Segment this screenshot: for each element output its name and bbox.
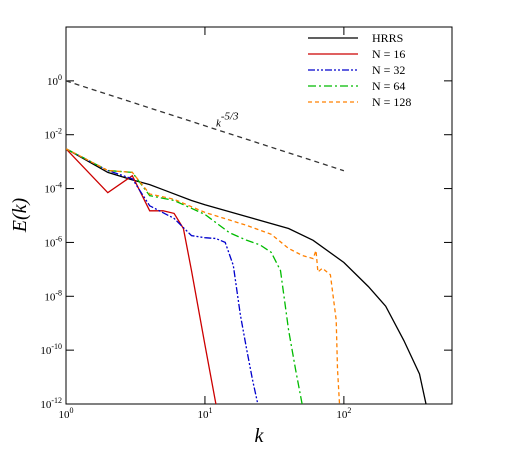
x-tick-label: 101 <box>197 406 212 421</box>
y-tick-label-base: 10 <box>40 345 52 357</box>
x-tick-label-exp: 2 <box>347 406 351 415</box>
y-tick-label-base: 10 <box>47 76 59 88</box>
y-tick-label-exp: -10 <box>51 342 62 351</box>
series-line <box>66 148 303 404</box>
series-line <box>66 148 341 404</box>
legend-text: N = 64 <box>372 79 405 93</box>
legend-text: N = 32 <box>372 63 405 77</box>
reference-label-exp: -5/3 <box>221 111 239 123</box>
y-tick-label-base: 10 <box>44 130 56 142</box>
series-line <box>66 148 217 404</box>
plot-frame <box>65 26 453 405</box>
y-tick-label: 10-4 <box>44 181 62 196</box>
y-tick-label-exp: 0 <box>58 73 62 82</box>
y-tick-label-base: 10 <box>40 399 52 411</box>
y-tick-label: 10-12 <box>40 396 62 411</box>
y-tick-label: 10-8 <box>44 288 62 303</box>
y-axis-title: E(k) <box>9 197 31 233</box>
series-line <box>66 148 259 404</box>
y-tick-label-exp: -8 <box>55 288 62 297</box>
y-tick-label-exp: -12 <box>51 396 62 405</box>
y-tick-label: 10-10 <box>40 342 62 357</box>
reference-line <box>65 80 345 172</box>
plot-area <box>66 148 427 404</box>
y-tick-label: 10-6 <box>44 234 62 249</box>
reference-label-base: k <box>216 118 222 130</box>
x-tick-label-base: 10 <box>197 409 209 421</box>
series-line <box>66 148 427 404</box>
x-tick-label-exp: 0 <box>70 406 74 415</box>
y-tick-label-base: 10 <box>44 237 56 249</box>
x-axis-title: k <box>255 425 265 447</box>
y-tick-label-base: 10 <box>44 184 56 196</box>
legend-text: N = 16 <box>372 47 405 61</box>
legend-text: HRRS <box>372 31 403 45</box>
x-tick-label: 100 <box>59 406 74 421</box>
y-tick-label-exp: -6 <box>55 234 62 243</box>
y-tick-label: 10-2 <box>44 127 62 142</box>
legend-text: N = 128 <box>372 95 411 109</box>
y-tick-label-exp: -2 <box>55 127 62 136</box>
x-tick-label-base: 10 <box>59 409 71 421</box>
y-tick-label: 100 <box>47 73 62 88</box>
y-tick-label-exp: -4 <box>55 181 62 190</box>
x-tick-label-base: 10 <box>336 409 348 421</box>
reference-label: k-5/3 <box>216 111 239 130</box>
x-tick-label: 102 <box>336 406 351 421</box>
y-tick-label-base: 10 <box>44 291 56 303</box>
x-tick-label-exp: 1 <box>208 406 212 415</box>
